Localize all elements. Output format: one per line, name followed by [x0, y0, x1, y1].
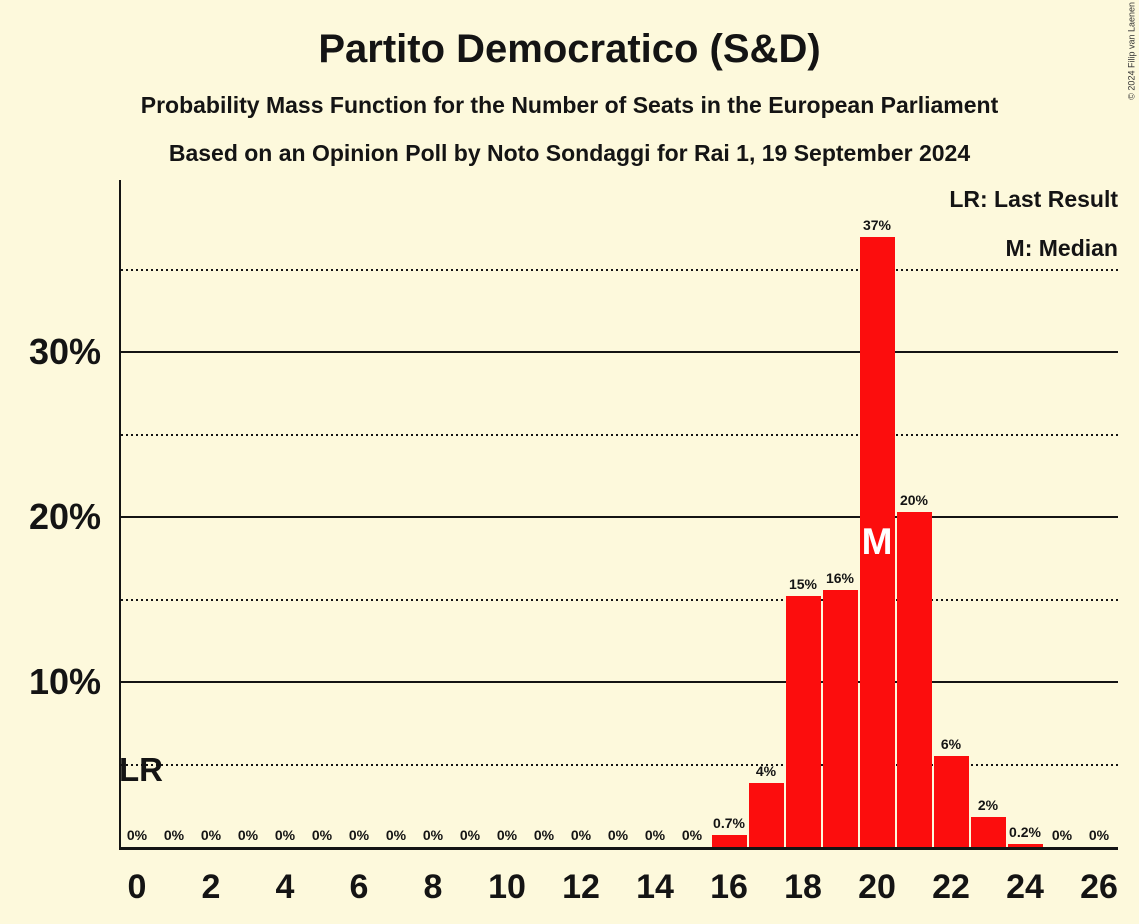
- bar-label-seat-14: 0%: [644, 827, 666, 843]
- chart-source-line: Based on an Opinion Poll by Noto Sondagg…: [168, 140, 971, 166]
- legend-last-result: LR: Last Result: [949, 186, 1118, 212]
- gridline-dotted-25pct: [121, 433, 1118, 436]
- bar-seat-19: [822, 589, 858, 847]
- bar-label-seat-16: 0.7%: [713, 815, 745, 832]
- bar-label-seat-12: 0%: [570, 827, 592, 843]
- bar-seat-17: [748, 782, 784, 847]
- plot-area: M 0% 0% 0% 0% 0% 0% 0% 0% 0% 0% 0% 0% 0% 0% 0% 0% 0.7% 4%…: [119, 180, 1118, 847]
- bar-label-seat-19: 16%: [825, 569, 855, 586]
- bar-label-seat-26: 0%: [1088, 827, 1110, 843]
- bar-label-seat-10: 0%: [496, 827, 518, 843]
- bar-label-seat-25: 0%: [1051, 827, 1073, 843]
- bar-label-seat-23: 2%: [977, 797, 999, 814]
- x-tick-label-0: 0: [127, 868, 147, 906]
- gridline-dotted-15pct: [121, 598, 1118, 601]
- x-tick-label-8: 8: [423, 868, 443, 906]
- bar-label-seat-20: 37%: [862, 216, 892, 233]
- bar-seat-24: [1007, 843, 1043, 847]
- y-tick-label-10pct: 10%: [28, 661, 101, 702]
- bar-seat-16: [711, 835, 747, 847]
- gridline-solid-30pct: [121, 351, 1118, 353]
- y-tick-label-20pct: 20%: [28, 496, 101, 537]
- x-tick-label-10: 10: [488, 868, 526, 906]
- bar-seat-21: [896, 512, 932, 847]
- y-tick-label-30pct: 30%: [28, 331, 101, 372]
- bar-seat-23: [970, 817, 1006, 847]
- bar-seat-22: [933, 756, 969, 847]
- median-marker-label: M: [861, 520, 893, 562]
- legend-median: M: Median: [1005, 235, 1118, 261]
- bar-label-seat-9: 0%: [459, 827, 481, 843]
- x-tick-label-6: 6: [349, 868, 369, 906]
- x-tick-label-18: 18: [784, 868, 822, 906]
- bar-label-seat-2: 0%: [200, 827, 222, 843]
- x-tick-label-22: 22: [932, 868, 970, 906]
- x-tick-label-16: 16: [710, 868, 748, 906]
- gridline-solid-20pct: [121, 516, 1118, 518]
- x-tick-label-24: 24: [1006, 868, 1044, 906]
- bar-label-seat-21: 20%: [899, 492, 929, 509]
- chart-subtitle: Probability Mass Function for the Number…: [140, 92, 999, 118]
- bar-label-seat-13: 0%: [607, 827, 629, 843]
- x-tick-label-12: 12: [562, 868, 600, 906]
- x-tick-label-14: 14: [636, 868, 674, 906]
- bar-seat-20: [859, 236, 895, 847]
- gridline-solid-10pct: [121, 681, 1118, 683]
- y-axis-line: [119, 180, 121, 850]
- chart-title: Partito Democratico (S&D): [318, 27, 821, 71]
- bar-label-seat-15: 0%: [681, 827, 703, 843]
- bar-label-seat-22: 6%: [940, 736, 962, 753]
- bar-label-seat-18: 15%: [788, 576, 818, 593]
- bar-label-seat-1: 0%: [163, 827, 185, 843]
- bar-label-seat-0: 0%: [126, 827, 148, 843]
- bar-label-seat-7: 0%: [385, 827, 407, 843]
- x-tick-label-20: 20: [858, 868, 896, 906]
- x-tick-label-26: 26: [1080, 868, 1118, 906]
- last-result-marker-label: LR: [119, 751, 163, 788]
- bar-label-seat-3: 0%: [237, 827, 259, 843]
- bar-label-seat-24: 0.2%: [1009, 823, 1041, 840]
- bar-label-seat-8: 0%: [422, 827, 444, 843]
- bar-seat-18: [785, 596, 821, 847]
- bar-label-seat-4: 0%: [274, 827, 296, 843]
- gridline-dotted-35pct: [121, 268, 1118, 271]
- bar-label-seat-5: 0%: [311, 827, 333, 843]
- bar-label-seat-17: 4%: [755, 762, 777, 779]
- bar-label-seat-6: 0%: [348, 827, 370, 843]
- x-tick-label-2: 2: [201, 868, 221, 906]
- x-tick-label-4: 4: [275, 868, 295, 906]
- gridline-dotted-5pct: [121, 763, 1118, 766]
- x-axis-line: [119, 847, 1118, 850]
- bar-label-seat-11: 0%: [533, 827, 555, 843]
